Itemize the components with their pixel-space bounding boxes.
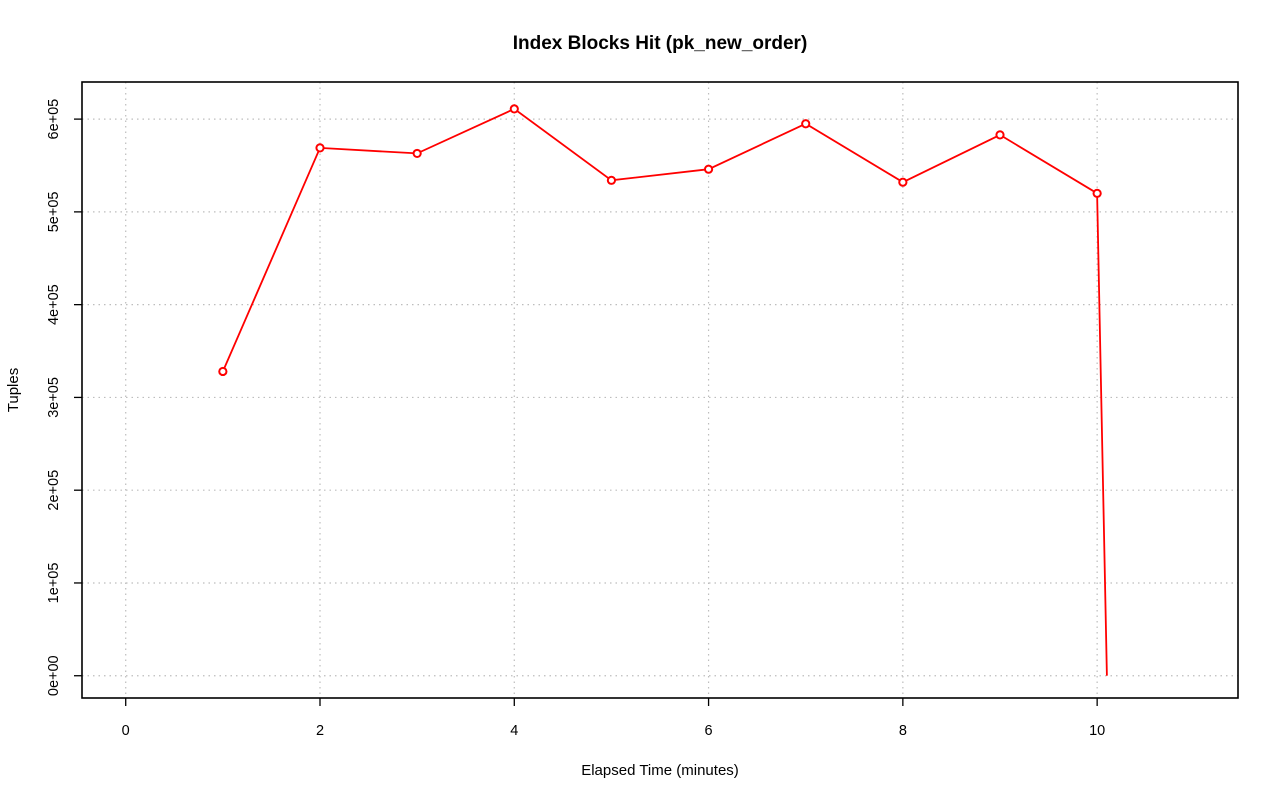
data-point xyxy=(218,366,228,377)
x-tick-label: 6 xyxy=(705,723,713,739)
data-point xyxy=(703,164,714,174)
data-point xyxy=(509,104,519,114)
x-tick-label: 4 xyxy=(510,723,518,739)
y-axis-label: Tuples xyxy=(5,368,22,412)
data-point xyxy=(898,177,908,187)
x-tick-label: 2 xyxy=(316,723,324,739)
x-tick-label: 8 xyxy=(899,723,907,739)
y-axis: 0e+00 1e+05 2e+05 3e+05 4e+05 5e+05 6e+05 xyxy=(46,99,82,696)
chart-title: Index Blocks Hit (pk_new_order) xyxy=(513,33,808,54)
y-tick-label: 5e+05 xyxy=(46,192,62,233)
data-point xyxy=(801,119,811,129)
data-point xyxy=(315,143,325,153)
plot-frame xyxy=(81,81,1239,699)
y-tick-label: 6e+05 xyxy=(46,99,62,140)
x-axis-label: Elapsed Time (minutes) xyxy=(581,762,739,779)
y-tick-label: 3e+05 xyxy=(46,377,62,418)
data-point xyxy=(412,148,422,159)
series-line xyxy=(222,107,1108,676)
series-layer xyxy=(218,104,1108,676)
data-point xyxy=(606,175,617,185)
x-tick-label: 0 xyxy=(122,723,130,739)
y-tick-label: 1e+05 xyxy=(46,563,62,604)
data-point xyxy=(995,130,1005,140)
y-tick-label: 2e+05 xyxy=(46,470,62,511)
x-tick-label: 10 xyxy=(1089,723,1105,739)
x-axis: 0 2 4 6 8 10 xyxy=(122,698,1105,739)
data-point xyxy=(1092,188,1102,198)
y-tick-label: 4e+05 xyxy=(46,284,62,325)
y-tick-label: 0e+00 xyxy=(46,655,62,696)
grid xyxy=(82,82,1238,698)
